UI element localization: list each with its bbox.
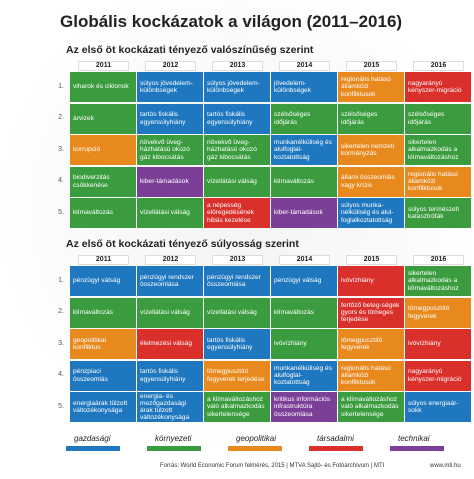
section-subtitle: Az első öt kockázati tényező súlyosság s… [66,238,299,250]
title: Globális kockázatok a világon (2011–2016… [60,12,403,31]
risk-cell: súlyos munka-nélküliség és alul-foglalko… [338,198,404,228]
risk-cell: regionális hatású államközi konfliktusok [405,166,471,197]
year-header: 2011 [78,255,129,265]
year-header: 2012 [145,61,196,71]
risk-cell: regionális hatású államközi konfliktusok [338,360,404,391]
source-note: Forrás: World Economic Forum felmérés, 2… [160,463,385,469]
risk-cell: tartós fiskális egyensúlyhiány [204,103,270,134]
legend-swatch [66,446,120,451]
risk-cell: nagyarányú kényszer-migráció [405,360,471,391]
year-header: 2011 [78,61,129,71]
risk-cell: biodiverzitás csökkenése [70,166,136,197]
year-header: 2015 [346,61,397,71]
site-url: www.mti.hu [430,463,461,469]
row-number: 5. [58,402,64,410]
legend-swatch [309,446,363,451]
year-header: 2014 [279,255,330,265]
row-number: 1. [58,82,64,90]
risk-cell: állami összeomlás vagy krízis [338,166,404,197]
risk-cell: pénzpiaci összeomlás [70,360,136,391]
risk-cell: pénzügyi rendszer összeomlása [204,266,270,296]
risk-cell: nagyarányú kényszer-migráció [405,72,471,102]
risk-cell: növekvő üveg-házhatású okozó gáz kibocsá… [137,135,203,165]
year-header: 2013 [212,61,263,71]
risk-cell: tömegpusztító fegyverek [405,297,471,328]
risk-cell: vízellátási válság [137,198,203,228]
risk-cell: élelmezési válság [137,329,203,359]
year-header: 2015 [346,255,397,265]
risk-cell: tartós fiskális egyensúlyhiány [137,103,203,134]
legend-label: geopolitikai [236,434,277,443]
risk-cell: munkanélküliség és alulfoglal-koztatotts… [271,360,337,391]
risk-cell: a klímaváltozáshoz való alkalmazkodás si… [338,392,404,422]
risk-cell: vízellátási válság [137,297,203,328]
risk-cell: sikertelen alkalmazkodás a klímaváltozás… [405,135,471,165]
risk-cell: tartós fiskális egyensúlyhiány [204,329,270,359]
risk-cell: geopolitikai konfliktus [70,329,136,359]
risk-cell: súlyos természeti katasztrófák [405,198,471,228]
risk-cell: szélsőséges időjárás [338,103,404,134]
legend-label: gazdasági [74,434,111,443]
risk-cell: a népesség elöregedésének hibás kezelése [204,198,270,228]
legend-swatch [228,446,282,451]
year-header: 2013 [212,255,263,265]
risk-cell: ivóvízhiány [271,329,337,359]
risk-cell: kiber-támadások [271,198,337,228]
risk-cell: szélsőséges időjárás [271,103,337,134]
risk-cell: korrupció [70,135,136,165]
legend-label: társadalmi [317,434,354,443]
row-number: 3. [58,145,64,153]
risk-cell: klímaváltozás [70,297,136,328]
risk-cell: pénzügyi válság [271,266,337,296]
row-number: 2. [58,308,64,316]
risk-cell: klímaváltozás [271,166,337,197]
row-number: 3. [58,339,64,347]
year-header: 2014 [279,61,330,71]
risk-cell: kiber-támadások [137,166,203,197]
risk-cell: súlyos jövedelem-különbségek [204,72,270,102]
risk-cell: fertőző beteg-ségek gyors és tömeges ter… [338,297,404,328]
legend-label: technikai [398,434,430,443]
row-number: 4. [58,371,64,379]
risk-cell: súlyos jövedelem-különbségek [137,72,203,102]
risk-cell: kritikus információs infrastruktúra össz… [271,392,337,422]
risk-cell: jövedelem-különbségek [271,72,337,102]
year-header: 2016 [413,61,464,71]
risk-cell: súlyos energiaár-sokk [405,392,471,422]
risk-cell: pénzügyi válság [70,266,136,296]
risk-cell: ivóvízhiány [405,329,471,359]
risk-cell: árvizek [70,103,136,134]
risk-cell: tartós fiskális egyensúlyhiány [137,360,203,391]
legend-label: környezeti [155,434,192,443]
row-number: 1. [58,276,64,284]
row-number: 5. [58,208,64,216]
risk-cell: a klímaváltozáshoz való alkalmazkodás si… [204,392,270,422]
row-number: 4. [58,177,64,185]
risk-cell: klímaváltozás [271,297,337,328]
risk-cell: regionális hatású államközi konfliktusok [338,72,404,102]
risk-cell: viharok és ciklonok [70,72,136,102]
risk-cell: klímaváltozás [70,198,136,228]
section-subtitle: Az első öt kockázati tényező valószínűsé… [66,44,314,56]
risk-cell: energiaárak tülzott változékonysága [70,392,136,422]
legend-swatch [390,446,444,451]
risk-cell: energia- és mezőgazdasági árak túlzott v… [137,392,203,422]
year-header: 2016 [413,255,464,265]
year-header: 2012 [145,255,196,265]
risk-cell: vízellátási válság [204,297,270,328]
risk-cell: sikertelen alkalmazkodás a klímaváltozás… [405,266,471,296]
risk-cell: sikertelen nemzeti kormányzás [338,135,404,165]
legend-swatch [147,446,201,451]
risk-cell: munkanélküliség és alulfoglal-koztatotts… [271,135,337,165]
risk-cell: pénzügyi rendszer összeomlása [137,266,203,296]
risk-cell: vízellátási válság [204,166,270,197]
risk-cell: növekvő üveg-házhatású okozó gáz kibocsá… [204,135,270,165]
risk-cell: ivóvízhiány [338,266,404,296]
row-number: 2. [58,114,64,122]
risk-cell: tömegpusztító fegyverek [338,329,404,359]
risk-cell: szélsőséges időjárás [405,103,471,134]
risk-cell: tömegpusztító fegyverek terjedése [204,360,270,391]
